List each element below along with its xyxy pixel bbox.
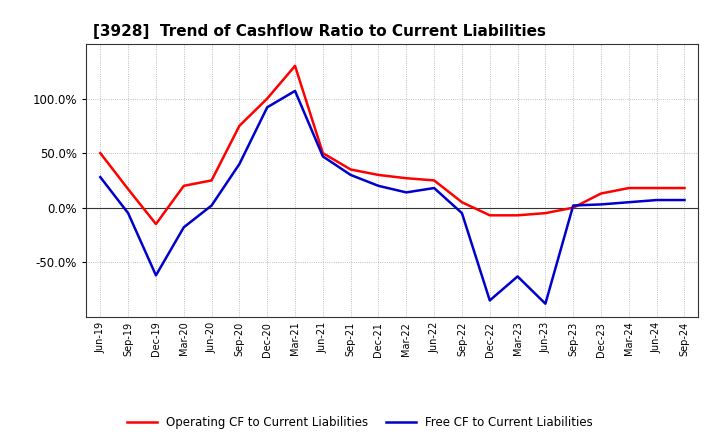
Operating CF to Current Liabilities <box>597 191 606 196</box>
Operating CF to Current Liabilities <box>402 176 410 181</box>
Operating CF to Current Liabilities <box>207 178 216 183</box>
Free CF to Current Liabilities <box>124 210 132 216</box>
Free CF to Current Liabilities <box>430 185 438 191</box>
Operating CF to Current Liabilities <box>652 185 661 191</box>
Free CF to Current Liabilities <box>624 200 633 205</box>
Legend: Operating CF to Current Liabilities, Free CF to Current Liabilities: Operating CF to Current Liabilities, Fre… <box>122 412 598 434</box>
Free CF to Current Liabilities <box>680 198 689 203</box>
Free CF to Current Liabilities <box>263 105 271 110</box>
Operating CF to Current Liabilities <box>346 167 355 172</box>
Free CF to Current Liabilities <box>291 88 300 94</box>
Operating CF to Current Liabilities <box>263 96 271 101</box>
Line: Operating CF to Current Liabilities: Operating CF to Current Liabilities <box>100 66 685 224</box>
Free CF to Current Liabilities <box>652 198 661 203</box>
Operating CF to Current Liabilities <box>541 210 550 216</box>
Operating CF to Current Liabilities <box>96 150 104 156</box>
Operating CF to Current Liabilities <box>430 178 438 183</box>
Text: [3928]  Trend of Cashflow Ratio to Current Liabilities: [3928] Trend of Cashflow Ratio to Curren… <box>92 24 546 39</box>
Free CF to Current Liabilities <box>207 203 216 208</box>
Operating CF to Current Liabilities <box>513 213 522 218</box>
Free CF to Current Liabilities <box>318 154 327 159</box>
Free CF to Current Liabilities <box>179 225 188 230</box>
Free CF to Current Liabilities <box>346 172 355 178</box>
Free CF to Current Liabilities <box>152 273 161 278</box>
Operating CF to Current Liabilities <box>374 172 383 178</box>
Free CF to Current Liabilities <box>569 203 577 208</box>
Operating CF to Current Liabilities <box>152 221 161 227</box>
Free CF to Current Liabilities <box>402 190 410 195</box>
Free CF to Current Liabilities <box>235 161 243 167</box>
Free CF to Current Liabilities <box>597 202 606 207</box>
Operating CF to Current Liabilities <box>124 187 132 192</box>
Operating CF to Current Liabilities <box>485 213 494 218</box>
Operating CF to Current Liabilities <box>624 185 633 191</box>
Operating CF to Current Liabilities <box>318 150 327 156</box>
Line: Free CF to Current Liabilities: Free CF to Current Liabilities <box>100 91 685 304</box>
Free CF to Current Liabilities <box>541 301 550 306</box>
Free CF to Current Liabilities <box>458 210 467 216</box>
Operating CF to Current Liabilities <box>569 205 577 210</box>
Operating CF to Current Liabilities <box>680 185 689 191</box>
Free CF to Current Liabilities <box>485 298 494 303</box>
Free CF to Current Liabilities <box>374 183 383 188</box>
Operating CF to Current Liabilities <box>458 200 467 205</box>
Operating CF to Current Liabilities <box>235 123 243 128</box>
Operating CF to Current Liabilities <box>291 63 300 69</box>
Free CF to Current Liabilities <box>513 274 522 279</box>
Operating CF to Current Liabilities <box>179 183 188 188</box>
Free CF to Current Liabilities <box>96 175 104 180</box>
